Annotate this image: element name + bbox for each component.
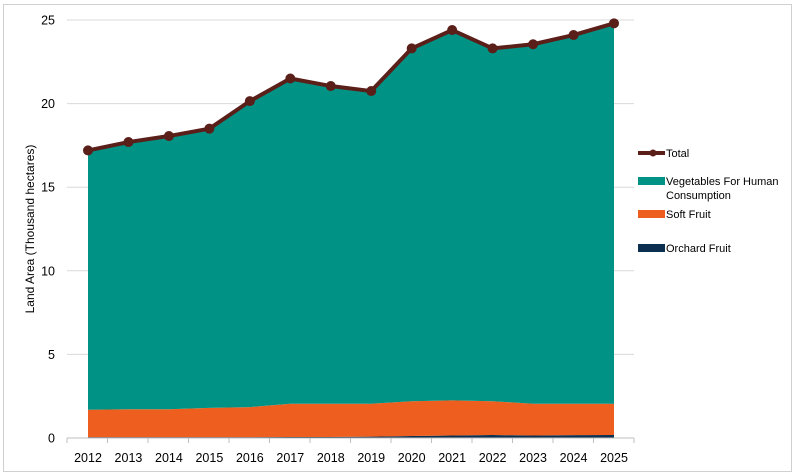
x-tick-label: 2022 — [479, 451, 507, 465]
total-point — [568, 30, 579, 41]
total-point — [83, 145, 93, 156]
total-point — [487, 43, 498, 54]
area-soft-fruit — [88, 400, 614, 438]
legend-total-marker — [649, 149, 657, 157]
total-point — [123, 137, 134, 148]
x-tick-label: 2024 — [560, 451, 588, 465]
y-tick-label: 5 — [48, 348, 55, 362]
y-tick-label: 10 — [41, 264, 55, 278]
total-point — [366, 86, 377, 97]
x-tick-label: 2016 — [236, 451, 264, 465]
total-point — [528, 39, 539, 50]
total-point — [325, 81, 336, 92]
x-tick-label: 2020 — [398, 451, 426, 465]
x-tick-label: 2014 — [155, 451, 183, 465]
total-line — [87, 21, 615, 153]
legend-label-total: Total — [666, 148, 689, 160]
total-point — [244, 96, 255, 107]
x-tick-label: 2021 — [438, 451, 466, 465]
y-tick-label: 15 — [41, 181, 55, 195]
legend-label-vegetables: Vegetables For Human Consumption — [666, 176, 779, 202]
x-tick-label: 2015 — [195, 451, 223, 465]
legend-swatch-vegetables — [638, 177, 665, 185]
x-tick-label: 2013 — [115, 451, 143, 465]
area-orchard-fruit — [88, 434, 614, 438]
total-point — [609, 18, 619, 29]
total-point — [406, 43, 417, 54]
y-tick-label: 20 — [41, 97, 55, 111]
legend-label-orchard-fruit: Orchard Fruit — [666, 243, 731, 255]
legend-label-soft-fruit: Soft Fruit — [666, 209, 711, 221]
legend-swatch-orchard-fruit — [638, 244, 665, 252]
x-tick-label: 2025 — [600, 451, 628, 465]
chart-frame — [3, 4, 792, 472]
x-tick-label: 2023 — [519, 451, 547, 465]
total-point — [285, 73, 296, 84]
legend-swatch-soft-fruit — [638, 210, 665, 218]
y-axis-title: Land Area (Thousand hectares) — [23, 145, 37, 314]
x-tick-label: 2019 — [357, 451, 385, 465]
area-vegetables-for-human-consumption — [88, 23, 614, 410]
x-tick-label: 2012 — [74, 451, 102, 465]
x-tick-label: 2017 — [276, 451, 304, 465]
total-point — [447, 25, 458, 36]
x-tick-label: 2018 — [317, 451, 345, 465]
y-tick-label: 0 — [48, 432, 55, 446]
total-point — [204, 123, 215, 134]
y-tick-label: 25 — [41, 14, 55, 28]
total-point — [163, 131, 174, 142]
